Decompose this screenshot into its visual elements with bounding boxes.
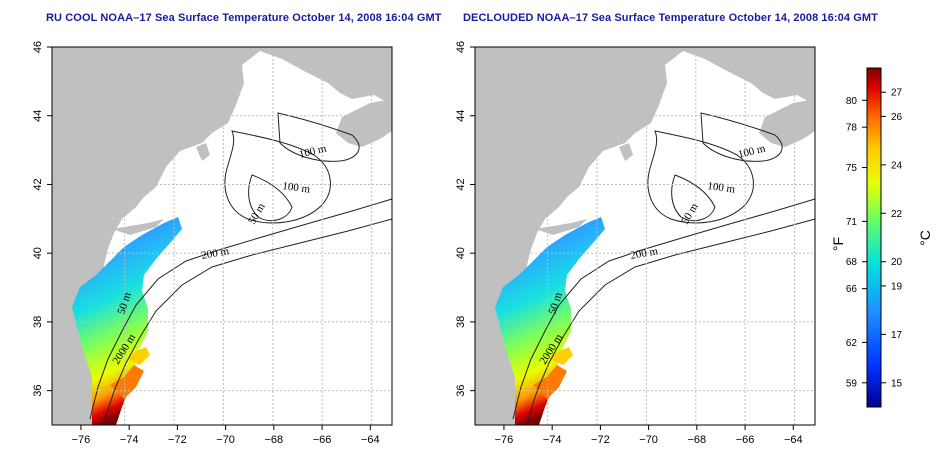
contour-label: 200 m bbox=[200, 245, 230, 262]
x-tick-label: −74 bbox=[543, 434, 562, 446]
celsius-unit-label: °C bbox=[917, 230, 933, 246]
x-tick-label: −66 bbox=[736, 434, 755, 446]
colorbar-c-tick-label: 20 bbox=[891, 257, 903, 268]
y-tick-label: 40 bbox=[455, 247, 467, 259]
colorbar-c-tick-label: 15 bbox=[891, 378, 903, 389]
contour-label: 200 m bbox=[629, 245, 659, 262]
fahrenheit-unit-label: °F bbox=[830, 237, 846, 251]
x-tick-label: −70 bbox=[216, 434, 235, 446]
colorbar-c-tick-label: 26 bbox=[891, 112, 903, 123]
colorbar-c-tick-label: 22 bbox=[891, 209, 903, 220]
panel-left-x-axis: −76 −74 −72 −70 −68 −66 −64 bbox=[72, 425, 380, 446]
colorbar-fahrenheit-ticks: 80 78 75 71 68 66 62 59 bbox=[846, 96, 867, 389]
colorbar-c-tick-label: 27 bbox=[891, 88, 903, 99]
x-tick-label: −68 bbox=[265, 434, 284, 446]
colorbar-f-tick-label: 66 bbox=[846, 284, 858, 295]
panel-right-title: DECLOUDED NOAA–17 Sea Surface Temperatur… bbox=[463, 12, 878, 24]
panel-left-map-body bbox=[51, 46, 393, 426]
y-tick-label: 44 bbox=[32, 110, 44, 122]
panel-right-x-axis: −76 −74 −72 −70 −68 −66 −64 bbox=[495, 425, 803, 446]
x-tick-label: −72 bbox=[591, 434, 610, 446]
y-tick-label: 36 bbox=[455, 385, 467, 397]
colorbar-celsius-ticks: 27 26 24 22 20 19 17 15 bbox=[881, 88, 903, 389]
y-tick-label: 42 bbox=[32, 178, 44, 190]
colorbar-f-tick-label: 78 bbox=[846, 123, 858, 134]
panel-left-y-axis: 36 38 40 42 44 46 bbox=[32, 41, 52, 397]
panel-right-map: −76 −74 −72 −70 −68 −66 −64 36 38 40 42 44 46 100 m… bbox=[455, 41, 816, 446]
x-tick-label: −74 bbox=[120, 434, 139, 446]
panel-left-map: −76 −74 −72 −70 −68 −66 −64 36 38 40 42 44 46 100 m… bbox=[32, 41, 393, 446]
y-tick-label: 40 bbox=[32, 247, 44, 259]
y-tick-label: 38 bbox=[455, 316, 467, 328]
x-tick-label: −70 bbox=[639, 434, 658, 446]
colorbar-c-tick-label: 17 bbox=[891, 330, 903, 341]
contour-label: 100 m bbox=[282, 180, 312, 196]
colorbar-c-tick-label: 19 bbox=[891, 281, 903, 292]
y-tick-label: 46 bbox=[32, 41, 44, 53]
y-tick-label: 42 bbox=[455, 178, 467, 190]
colorbar-f-tick-label: 80 bbox=[846, 96, 858, 107]
y-tick-label: 46 bbox=[455, 41, 467, 53]
panel-right-map-body bbox=[474, 46, 816, 426]
x-tick-label: −64 bbox=[784, 434, 803, 446]
colorbar-f-tick-label: 62 bbox=[846, 338, 858, 349]
y-tick-label: 38 bbox=[32, 316, 44, 328]
colorbar: 80 78 75 71 68 66 62 59 27 26 24 22 20 19 17 15 °F °C bbox=[830, 67, 933, 408]
y-tick-label: 36 bbox=[32, 385, 44, 397]
contour-label: 100 m bbox=[707, 180, 737, 196]
x-tick-label: −66 bbox=[313, 434, 332, 446]
colorbar-c-tick-label: 24 bbox=[891, 160, 903, 171]
panel-left-title: RU COOL NOAA–17 Sea Surface Temperature … bbox=[46, 12, 442, 24]
colorbar-f-tick-label: 59 bbox=[846, 378, 858, 389]
x-tick-label: −76 bbox=[72, 434, 91, 446]
colorbar-f-tick-label: 68 bbox=[846, 257, 858, 268]
panel-right-y-axis: 36 38 40 42 44 46 bbox=[455, 41, 475, 397]
x-tick-label: −68 bbox=[688, 434, 707, 446]
colorbar-f-tick-label: 75 bbox=[846, 163, 858, 174]
x-tick-label: −64 bbox=[361, 434, 380, 446]
colorbar-f-tick-label: 71 bbox=[846, 217, 858, 228]
y-tick-label: 44 bbox=[455, 110, 467, 122]
x-tick-label: −76 bbox=[495, 434, 514, 446]
x-tick-label: −72 bbox=[168, 434, 187, 446]
colorbar-ramp bbox=[866, 67, 882, 408]
